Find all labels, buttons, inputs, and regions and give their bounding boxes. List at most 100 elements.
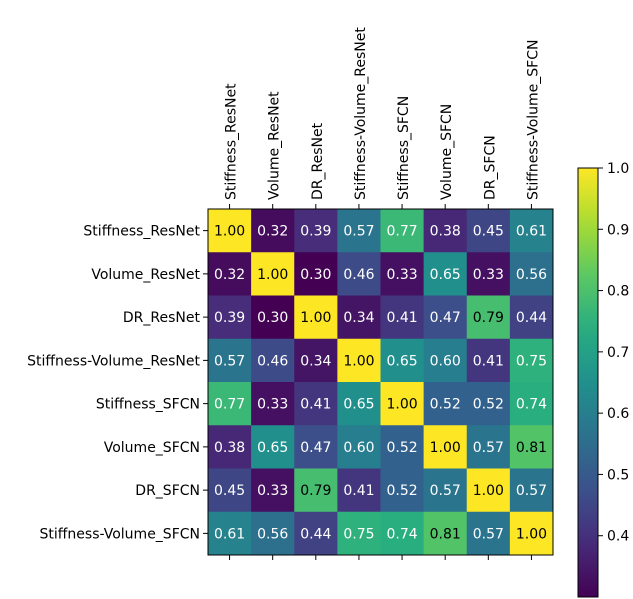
heatmap-cell — [337, 468, 381, 513]
cell-value-label: 0.30 — [300, 267, 331, 283]
cell-value-label: 0.39 — [300, 224, 331, 240]
heatmap-cell — [380, 382, 425, 426]
cell-value-label: 0.65 — [430, 267, 461, 283]
cell-value-label: 1.00 — [473, 483, 504, 499]
cell-value-label: 0.61 — [516, 224, 547, 240]
heatmap-cell — [466, 511, 511, 556]
cell-value-label: 0.57 — [343, 224, 374, 240]
x-tick-label: Stiffness_SFCN — [396, 96, 412, 200]
cell-value-label: 0.45 — [214, 483, 245, 499]
colorbar-tick-label: 1.0 — [607, 161, 629, 177]
heatmap-cell — [380, 252, 425, 296]
cell-value-label: 0.46 — [343, 267, 374, 283]
cell-value-label: 0.79 — [473, 310, 504, 326]
heatmap-cell — [466, 468, 511, 513]
cell-value-label: 0.33 — [386, 267, 417, 283]
cell-value-label: 0.56 — [257, 526, 288, 542]
heatmap-cell — [251, 425, 295, 469]
heatmap-cell — [251, 252, 295, 296]
heatmap-cell — [208, 209, 252, 253]
cell-value-label: 0.34 — [300, 353, 331, 369]
heatmap-cell — [337, 338, 381, 383]
heatmap-cell — [337, 252, 381, 296]
heatmap-cell — [466, 338, 511, 383]
heatmap-cell — [208, 382, 252, 426]
heatmap-cell — [509, 295, 554, 340]
cell-value-label: 0.47 — [430, 310, 461, 326]
colorbar: 0.4 0.5 0.6 0.7 0.8 0.9 1.0 — [577, 161, 629, 598]
cell-value-label: 0.81 — [516, 440, 547, 456]
cell-value-label: 0.60 — [343, 440, 374, 456]
heatmap-frame — [207, 208, 554, 556]
heatmap-cell — [208, 425, 252, 469]
heatmap-cell-labels: 1.00 0.32 0.39 0.57 0.77 0.38 0.45 0.61 0.32 1.00… — [214, 224, 547, 543]
heatmap-cell — [251, 338, 295, 383]
cell-value-label: 0.74 — [386, 526, 417, 542]
x-tick-label: Stiffness-Volume_SFCN — [525, 40, 541, 200]
cell-value-label: 0.52 — [430, 397, 461, 413]
cell-value-label: 0.41 — [386, 310, 417, 326]
heatmap-cell — [466, 209, 511, 253]
x-tick-label: Volume_ResNet — [267, 91, 283, 200]
heatmap-cell — [423, 382, 468, 426]
cell-value-label: 0.32 — [214, 267, 245, 283]
cell-value-label: 0.57 — [473, 440, 504, 456]
x-tick-label: Stiffness_ResNet — [224, 83, 240, 200]
cell-value-label: 0.56 — [516, 267, 547, 283]
colorbar-tick-label: 0.4 — [607, 529, 629, 545]
cell-value-label: 0.52 — [386, 440, 417, 456]
colorbar-tick-label: 0.8 — [607, 284, 629, 300]
cell-value-label: 0.41 — [343, 483, 374, 499]
heatmap-cell — [337, 382, 381, 426]
heatmap-cell — [509, 382, 554, 426]
heatmap-cell — [509, 209, 554, 253]
heatmap-cell — [466, 295, 511, 340]
heatmap-cell — [294, 382, 338, 426]
cell-value-label: 0.45 — [473, 224, 504, 240]
cell-value-label: 0.65 — [343, 397, 374, 413]
heatmap-cell — [423, 295, 468, 340]
heatmap-cell — [294, 468, 338, 513]
heatmap-cell — [423, 252, 468, 296]
heatmap-cell — [380, 338, 425, 383]
y-tick-label: Stiffness_ResNet — [83, 224, 200, 240]
cell-value-label: 1.00 — [430, 440, 461, 456]
cell-value-label: 1.00 — [386, 397, 417, 413]
heatmap-cell — [337, 425, 381, 469]
colorbar-tick-label: 0.9 — [607, 222, 629, 238]
heatmap-cell — [423, 468, 468, 513]
cell-value-label: 1.00 — [343, 353, 374, 369]
heatmap-cell — [509, 338, 554, 383]
cell-value-label: 0.33 — [257, 397, 288, 413]
cell-value-label: 0.74 — [516, 397, 547, 413]
y-tick-label: Volume_ResNet — [91, 267, 200, 283]
cell-value-label: 0.57 — [214, 353, 245, 369]
heatmap-cell — [337, 209, 381, 253]
heatmap-cell — [380, 468, 425, 513]
heatmap-cell — [251, 511, 295, 556]
heatmap-cell — [423, 338, 468, 383]
cell-value-label: 0.61 — [214, 526, 245, 542]
heatmap-cell — [208, 295, 252, 340]
cell-value-label: 1.00 — [516, 526, 547, 542]
cell-value-label: 0.41 — [300, 397, 331, 413]
heatmap-cell — [294, 295, 338, 340]
heatmap-cell — [251, 209, 295, 253]
colorbar-tick-label: 0.5 — [607, 467, 629, 483]
heatmap-cell — [251, 382, 295, 426]
colorbar-tick-label: 0.6 — [607, 406, 629, 422]
heatmap-cell — [294, 511, 338, 556]
cell-value-label: 1.00 — [214, 224, 245, 240]
y-tick-label: Stiffness-Volume_SFCN — [40, 526, 200, 542]
cell-value-label: 0.32 — [257, 224, 288, 240]
cell-value-label: 0.75 — [516, 353, 547, 369]
cell-value-label: 0.39 — [214, 310, 245, 326]
heatmap-cell — [380, 511, 425, 556]
heatmap-cell — [509, 468, 554, 513]
heatmap-cell — [251, 468, 295, 513]
heatmap-cell — [466, 425, 511, 469]
heatmap-cell — [380, 295, 425, 340]
y-tick-label: Volume_SFCN — [104, 440, 200, 456]
cell-value-label: 0.57 — [430, 483, 461, 499]
